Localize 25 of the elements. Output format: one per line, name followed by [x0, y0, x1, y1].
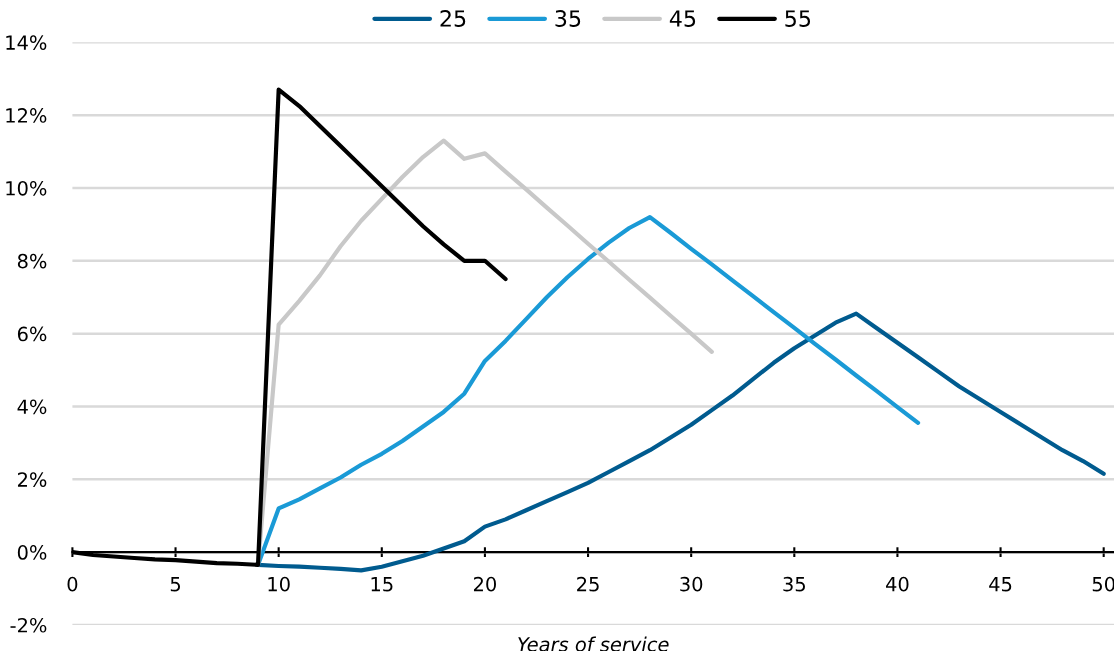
x-tick-label: 45 — [989, 577, 1012, 592]
legend-label: 45 — [669, 10, 696, 27]
y-tick-label: 14% — [6, 35, 47, 50]
x-tick-label: 15 — [371, 577, 393, 592]
y-tick-label: 6% — [17, 326, 47, 342]
y-tick-label: 12% — [6, 108, 47, 123]
y-tick-label: 10% — [6, 180, 47, 196]
legend-label: 55 — [785, 10, 811, 27]
x-axis-title: Years of service — [518, 636, 669, 651]
x-tick-label: 30 — [680, 576, 703, 592]
y-tick-label: 0% — [17, 545, 47, 560]
x-tick-label: 5 — [170, 577, 181, 592]
x-tick-label: 10 — [268, 576, 290, 592]
x-tick-label: 40 — [886, 576, 909, 592]
y-tick-label: -2% — [10, 617, 47, 633]
x-tick-label: 25 — [577, 576, 599, 592]
legend-label: 35 — [555, 10, 581, 27]
y-tick-label: 2% — [17, 472, 47, 487]
legend-label: 25 — [440, 10, 466, 27]
x-tick-label: 20 — [473, 576, 496, 592]
y-tick-label: 4% — [17, 399, 47, 415]
x-tick-label: 35 — [783, 576, 805, 592]
x-tick-label: 50 — [1092, 576, 1114, 592]
y-tick-label: 8% — [17, 253, 47, 269]
x-tick-label: 0 — [67, 576, 78, 592]
